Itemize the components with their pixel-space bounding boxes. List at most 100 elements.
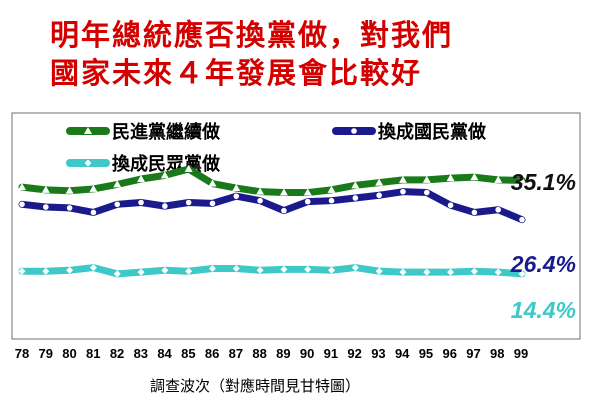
x-tick-78: 78 <box>15 346 29 361</box>
data-point-1-98 <box>494 175 503 183</box>
data-point-1-92 <box>351 181 360 189</box>
data-point-3-97 <box>470 267 478 275</box>
x-tick-86: 86 <box>205 346 219 361</box>
data-point-2-98 <box>495 206 501 213</box>
data-point-3-83 <box>137 268 145 276</box>
data-point-2-95 <box>423 189 430 196</box>
data-point-3-87 <box>232 264 240 272</box>
data-point-2-89 <box>281 207 287 214</box>
x-tick-82: 82 <box>110 346 124 361</box>
x-tick-85: 85 <box>181 346 195 361</box>
x-tick-95: 95 <box>419 346 433 361</box>
x-tick-97: 97 <box>466 346 480 361</box>
data-point-1-97 <box>470 173 479 181</box>
x-tick-99: 99 <box>514 346 528 361</box>
data-point-2-84 <box>162 203 168 209</box>
x-tick-88: 88 <box>252 346 266 361</box>
data-point-3-90 <box>304 265 312 273</box>
data-point-1-94 <box>398 175 407 183</box>
data-point-3-84 <box>161 266 169 274</box>
data-point-2-94 <box>400 188 406 195</box>
data-point-1-85 <box>184 165 193 173</box>
data-point-1-86 <box>208 179 217 187</box>
series-2 <box>18 188 526 224</box>
data-point-3-96 <box>447 268 455 276</box>
x-tick-98: 98 <box>490 346 504 361</box>
data-point-3-80 <box>66 266 74 274</box>
x-tick-84: 84 <box>157 346 172 361</box>
series-line-1 <box>18 165 526 197</box>
x-tick-92: 92 <box>347 346 361 361</box>
data-point-2-78 <box>19 201 25 208</box>
data-point-1-87 <box>232 184 241 192</box>
x-tick-93: 93 <box>371 346 385 361</box>
data-point-3-88 <box>256 266 264 274</box>
data-point-2-83 <box>138 199 144 206</box>
x-tick-96: 96 <box>442 346 456 361</box>
data-point-2-79 <box>43 204 49 210</box>
chart-title-line-1: 明年總統應否換黨做，對我們 <box>50 18 453 52</box>
data-point-2-81 <box>90 209 97 216</box>
data-point-3-98 <box>494 268 502 276</box>
legend-marker-1 <box>84 127 92 134</box>
data-point-3-89 <box>280 265 288 273</box>
data-point-1-90 <box>303 188 312 196</box>
data-point-1-82 <box>113 180 122 188</box>
x-tick-81: 81 <box>86 346 100 361</box>
data-point-2-96 <box>447 202 454 209</box>
x-tick-83: 83 <box>134 346 148 361</box>
data-point-1-79 <box>41 185 50 193</box>
data-point-2-88 <box>257 197 263 204</box>
data-point-1-88 <box>256 187 265 195</box>
data-point-3-86 <box>208 264 216 272</box>
legend-item-1: 民進黨繼續做 <box>66 121 221 143</box>
data-point-2-85 <box>185 199 192 206</box>
end-label-layer: 35.1% 26.4% 14.4% <box>510 169 576 323</box>
data-point-1-96 <box>446 174 455 182</box>
data-point-3-94 <box>399 268 407 276</box>
x-axis-ticks: 78 79 80 81 82 83 84 85 86 87 88 89 90 91 92 93 94 95 96 97… <box>15 346 528 361</box>
data-point-2-80 <box>66 205 73 211</box>
data-point-3-99 <box>518 270 526 278</box>
series-layer <box>18 165 526 278</box>
data-point-1-81 <box>89 184 98 192</box>
data-point-3-82 <box>113 270 121 278</box>
data-point-1-91 <box>327 185 336 193</box>
legend-label-1: 民進黨繼續做 <box>112 121 221 143</box>
series-line-3 <box>18 264 526 278</box>
data-point-3-95 <box>423 268 431 276</box>
data-point-1-78 <box>18 183 26 191</box>
x-tick-94: 94 <box>395 346 410 361</box>
data-point-3-91 <box>328 266 336 274</box>
x-tick-87: 87 <box>229 346 243 361</box>
legend-marker-2 <box>351 128 357 134</box>
x-axis-label: 調查波次（對應時間見甘特圖） <box>150 377 360 395</box>
data-point-2-90 <box>304 198 311 205</box>
data-point-2-93 <box>376 192 382 199</box>
end-label-1: 35.1% <box>511 169 576 195</box>
data-point-1-99 <box>518 176 526 184</box>
data-point-3-79 <box>42 267 50 275</box>
data-point-3-93 <box>375 267 383 275</box>
data-point-2-87 <box>233 193 240 199</box>
data-point-2-99 <box>519 216 525 223</box>
data-point-3-78 <box>18 267 26 275</box>
data-point-1-83 <box>137 174 146 182</box>
legend-label-2: 換成國民黨做 <box>378 121 487 143</box>
x-tick-90: 90 <box>300 346 314 361</box>
data-point-1-93 <box>375 178 384 186</box>
data-point-1-80 <box>65 186 74 194</box>
data-point-3-92 <box>351 264 359 272</box>
series-3 <box>18 264 526 278</box>
end-label-2: 26.4% <box>510 251 576 277</box>
data-point-2-82 <box>114 201 121 208</box>
x-tick-80: 80 <box>62 346 76 361</box>
data-point-1-89 <box>279 188 288 196</box>
end-label-3: 14.4% <box>511 297 576 323</box>
legend-item-2: 換成國民黨做 <box>332 121 487 143</box>
series-1 <box>18 165 526 197</box>
data-point-2-91 <box>328 197 335 204</box>
data-point-2-86 <box>209 200 216 207</box>
chart-title-line-2: 國家未來４年發展會比較好 <box>50 56 422 90</box>
